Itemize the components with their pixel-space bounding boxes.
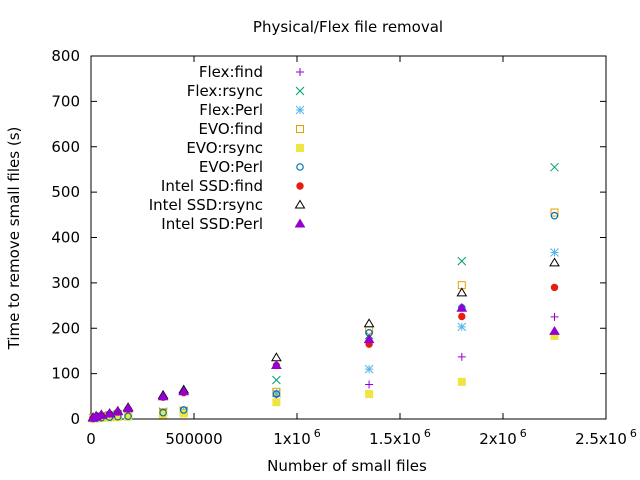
chart-title: Physical/Flex file removal xyxy=(253,18,443,36)
series-flex-find xyxy=(89,312,559,423)
x-tick-label-base: 1.5x10 xyxy=(369,430,421,448)
legend-marker xyxy=(296,144,304,152)
y-tick-label: 500 xyxy=(51,183,80,201)
data-point xyxy=(159,408,167,417)
data-point xyxy=(272,387,281,396)
y-tick-label: 0 xyxy=(70,410,80,428)
data-point xyxy=(272,398,281,407)
legend-marker xyxy=(296,182,304,190)
y-tick-label: 200 xyxy=(51,319,80,337)
x-tick-label-exponent: 6 xyxy=(424,427,431,440)
legend-label: EVO:rsync xyxy=(186,139,263,157)
legend-label: EVO:find xyxy=(198,120,263,138)
data-point xyxy=(550,208,559,217)
data-point xyxy=(157,391,169,401)
legend-marker xyxy=(296,125,304,133)
data-point xyxy=(179,406,188,414)
data-point xyxy=(159,410,168,419)
data-point xyxy=(549,257,560,267)
series-evo-find xyxy=(89,208,559,423)
data-point xyxy=(112,406,124,416)
x-tick-label: 0 xyxy=(86,430,96,448)
x-axis-label: Number of small files xyxy=(267,457,427,475)
y-tick-label: 700 xyxy=(51,92,80,110)
legend-label: Intel SSD:find xyxy=(161,177,263,195)
series-evo-perl xyxy=(89,211,559,423)
data-point xyxy=(365,390,374,399)
data-point xyxy=(458,312,466,321)
x-tick-label-base: 2x10 xyxy=(479,430,517,448)
y-tick-label: 400 xyxy=(51,229,80,247)
data-point xyxy=(363,318,375,328)
data-point xyxy=(104,408,115,418)
legend-label: Intel SSD:Perl xyxy=(161,215,263,233)
data-point xyxy=(178,386,190,396)
x-tick-label-base: 1x10 xyxy=(273,430,311,448)
x-tick-label: 500000 xyxy=(165,430,222,448)
legend-label: EVO:Perl xyxy=(199,158,263,176)
x-tick-label-exponent: 6 xyxy=(630,427,637,440)
data-point xyxy=(550,162,559,172)
data-point xyxy=(272,375,281,385)
x-tick-label-base: 0 xyxy=(86,430,96,448)
legend-marker xyxy=(296,68,304,76)
legend: Flex:findFlex:rsyncFlex:PerlEVO:findEVO:… xyxy=(149,63,306,233)
data-point xyxy=(457,352,466,361)
data-point xyxy=(456,302,468,312)
legend-label: Flex:rsync xyxy=(187,82,263,100)
legend-label: Intel SSD:rsync xyxy=(149,196,263,214)
x-tick-label-base: 500000 xyxy=(165,430,222,448)
series-intel-ssd-rsync xyxy=(87,257,560,422)
data-point xyxy=(550,211,559,220)
y-tick-label: 600 xyxy=(51,138,80,156)
y-tick-label: 100 xyxy=(51,365,80,383)
x-tick-label-exponent: 6 xyxy=(520,427,527,440)
legend-marker xyxy=(295,86,305,96)
data-point xyxy=(550,312,559,321)
data-point xyxy=(95,409,107,419)
data-point xyxy=(550,283,559,292)
x-tick-label: 2x10 6 xyxy=(479,427,527,448)
legend-marker xyxy=(294,218,306,228)
series-intel-ssd-find xyxy=(89,283,559,422)
data-point xyxy=(363,334,375,344)
plot-frame xyxy=(90,55,607,420)
data-point xyxy=(457,377,466,386)
legend-marker xyxy=(295,105,305,115)
data-point xyxy=(124,412,132,421)
data-point xyxy=(365,380,374,389)
y-tick-label: 800 xyxy=(51,47,80,65)
data-point xyxy=(457,256,467,266)
y-tick-label: 300 xyxy=(51,274,80,292)
x-tick-label: 2.5x10 6 xyxy=(575,427,637,448)
data-point xyxy=(456,287,468,297)
legend-label: Flex:Perl xyxy=(199,101,263,119)
legend-label: Flex:find xyxy=(199,63,263,81)
data-point xyxy=(122,403,134,413)
legend-marker xyxy=(294,199,306,209)
legend-marker xyxy=(296,163,304,171)
data-points xyxy=(87,162,560,423)
x-tick-label-base: 2.5x10 xyxy=(575,430,627,448)
data-point xyxy=(271,359,282,369)
x-tick-label: 1x10 6 xyxy=(273,427,321,448)
x-tick-label-exponent: 6 xyxy=(314,427,321,440)
x-tick-label: 1.5x10 6 xyxy=(369,427,431,448)
data-point xyxy=(550,248,559,257)
series-intel-ssd-perl xyxy=(87,302,560,422)
data-point xyxy=(272,388,281,398)
data-point xyxy=(549,325,560,335)
data-point xyxy=(271,352,282,362)
data-point xyxy=(272,390,281,398)
y-axis-label: Time to remove small files (s) xyxy=(5,127,23,351)
data-point xyxy=(457,322,467,332)
data-point xyxy=(364,364,374,374)
